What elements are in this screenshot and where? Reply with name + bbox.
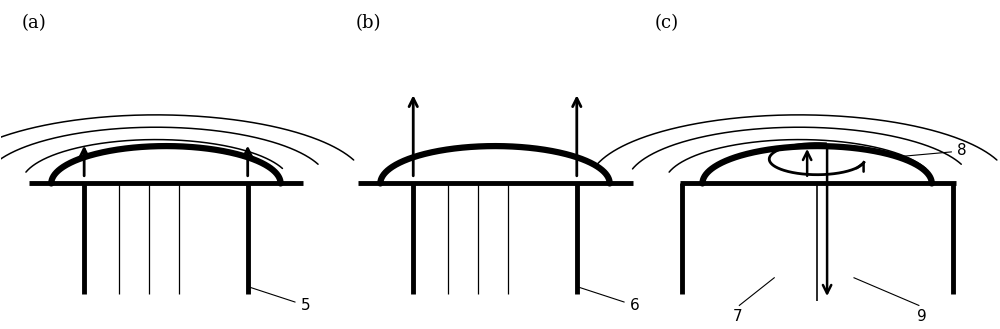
Text: 5: 5 — [248, 287, 310, 313]
Text: 8: 8 — [902, 143, 967, 159]
Text: 7: 7 — [733, 309, 742, 324]
Text: (a): (a) — [21, 14, 46, 32]
Text: 6: 6 — [577, 287, 639, 313]
Text: (b): (b) — [355, 14, 381, 32]
Text: (c): (c) — [655, 14, 679, 32]
Text: 9: 9 — [917, 309, 927, 324]
